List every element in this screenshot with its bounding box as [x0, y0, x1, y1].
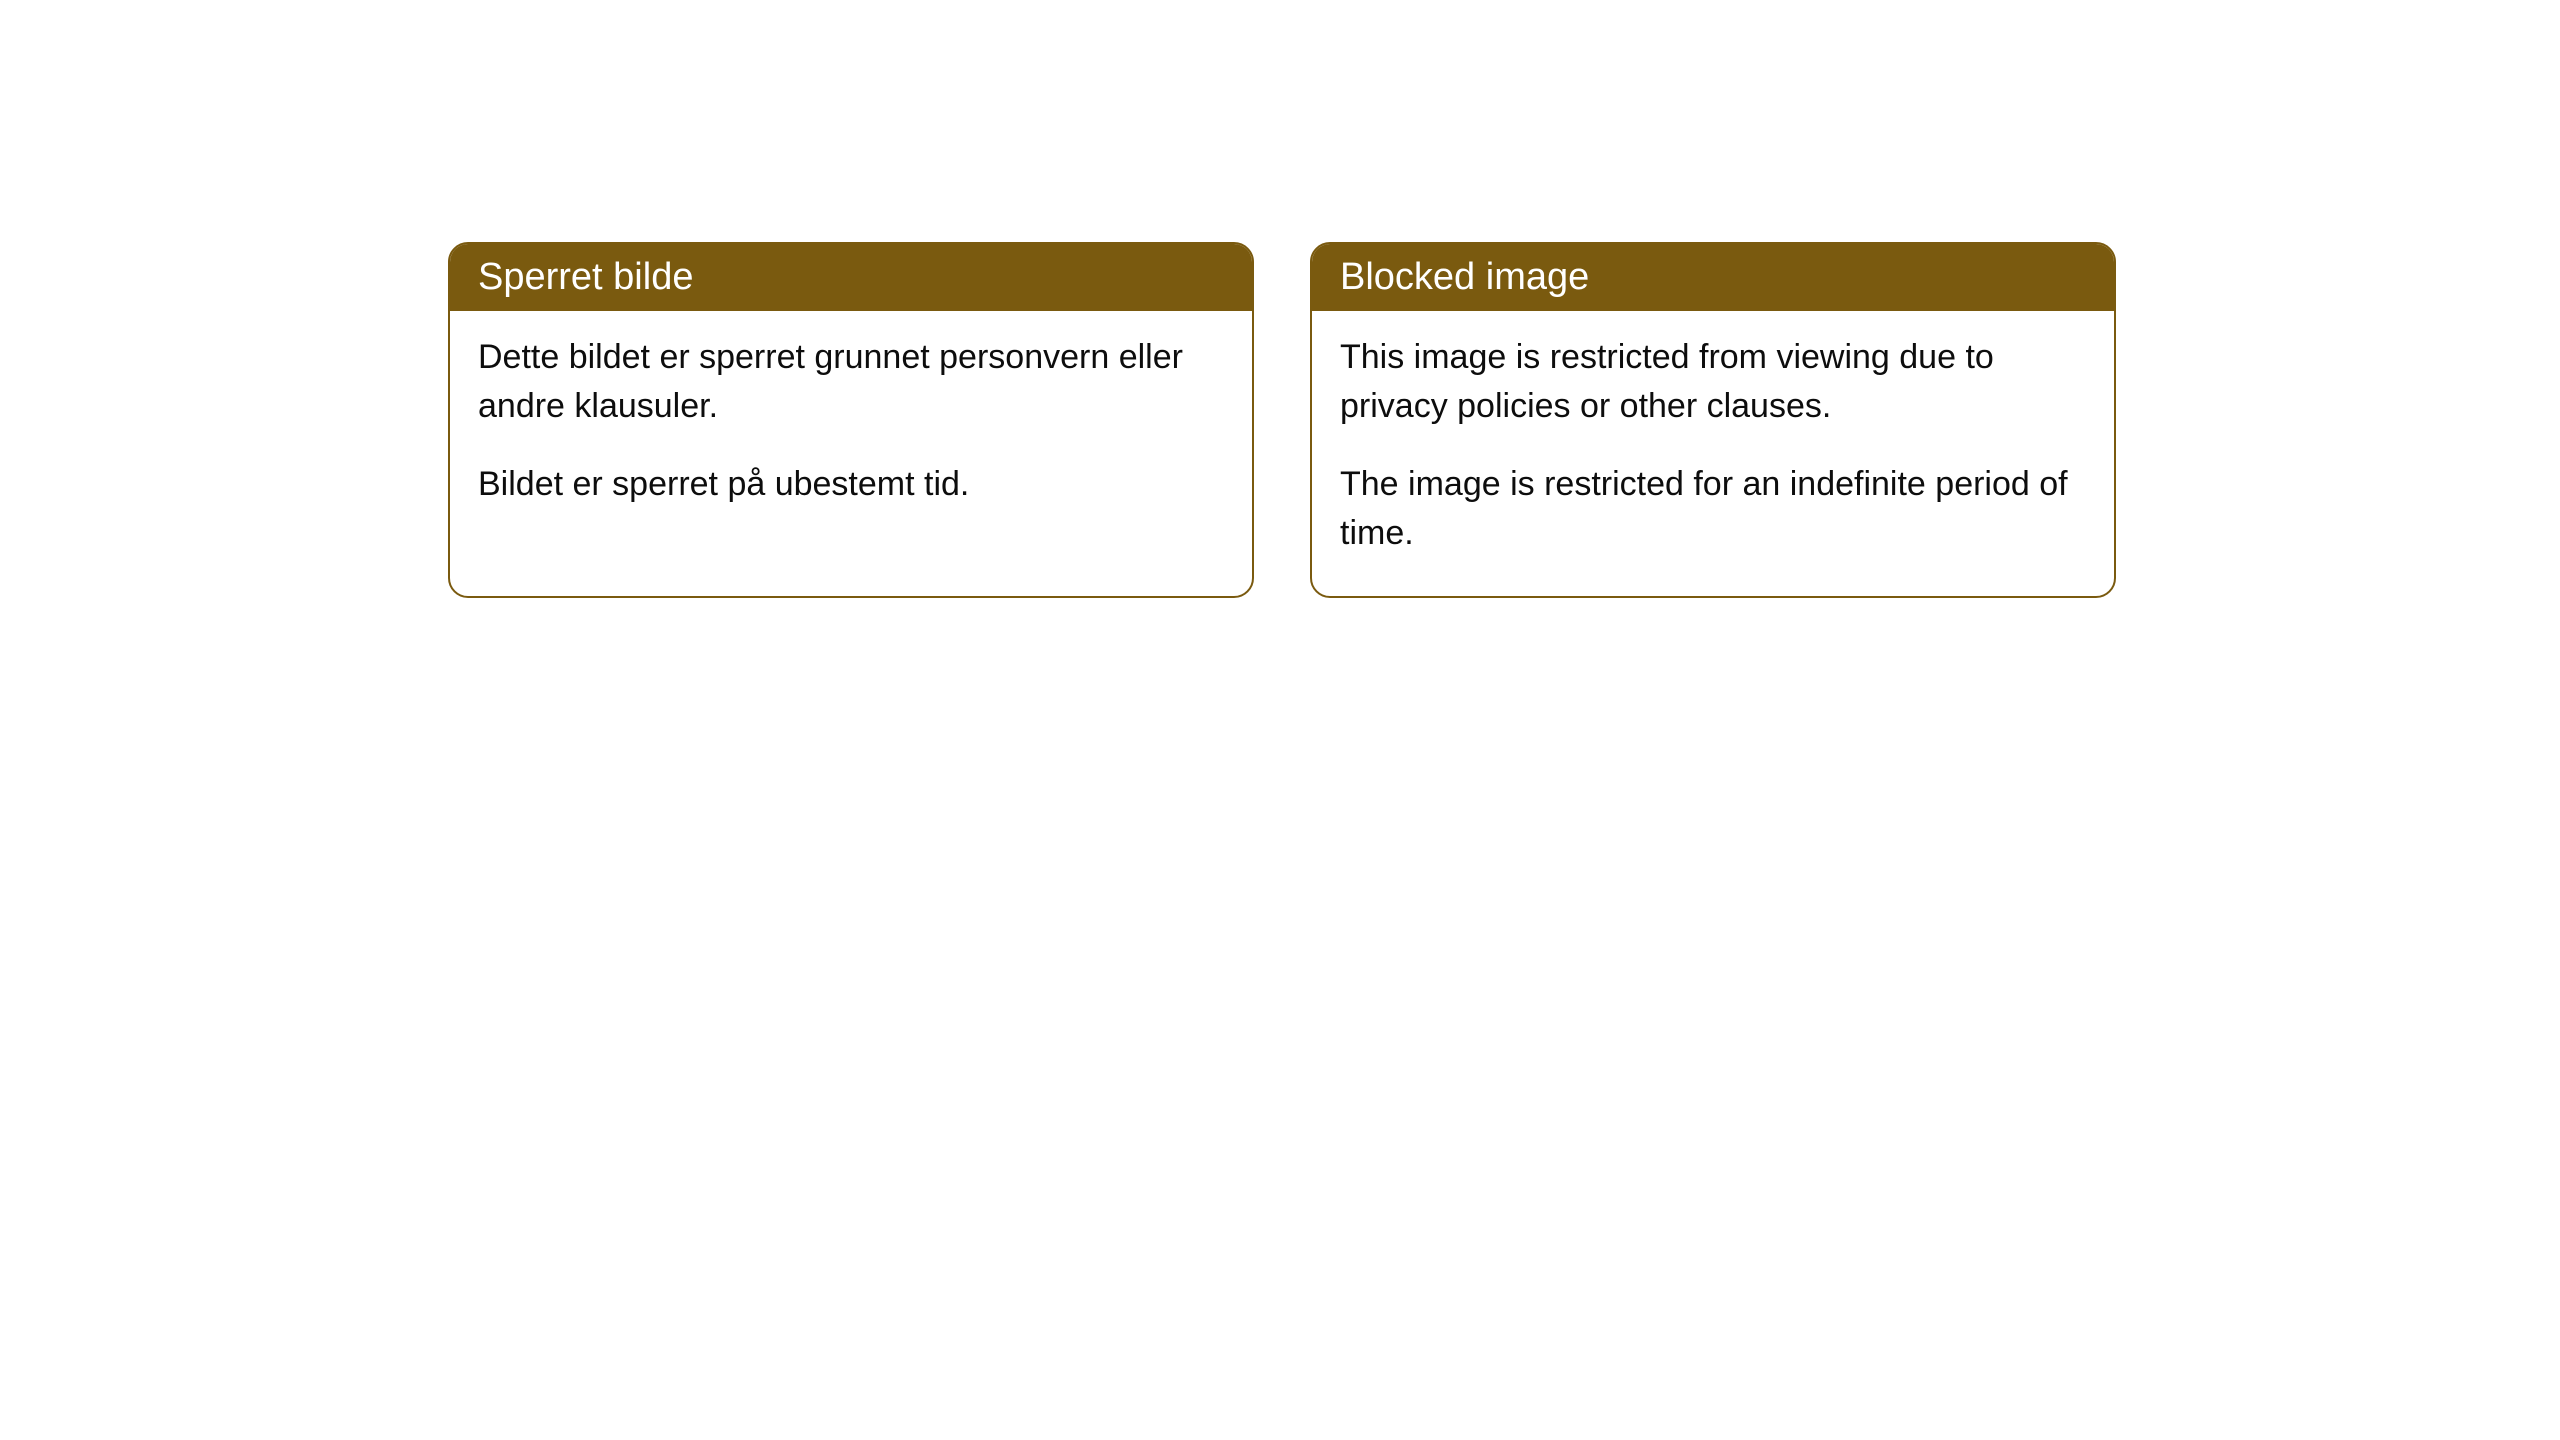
notice-body: This image is restricted from viewing du…	[1312, 311, 2114, 596]
notice-title: Sperret bilde	[478, 256, 693, 298]
notice-card-norwegian: Sperret bilde Dette bildet er sperret gr…	[448, 242, 1254, 598]
notice-paragraph-1: This image is restricted from viewing du…	[1340, 333, 2086, 432]
notice-paragraph-2: Bildet er sperret på ubestemt tid.	[478, 460, 1224, 509]
notice-card-english: Blocked image This image is restricted f…	[1310, 242, 2116, 598]
notice-body: Dette bildet er sperret grunnet personve…	[450, 311, 1252, 547]
notice-header: Blocked image	[1312, 244, 2114, 311]
notice-paragraph-2: The image is restricted for an indefinit…	[1340, 460, 2086, 559]
notice-header: Sperret bilde	[450, 244, 1252, 311]
notice-paragraph-1: Dette bildet er sperret grunnet personve…	[478, 333, 1224, 432]
notice-container: Sperret bilde Dette bildet er sperret gr…	[0, 0, 2560, 598]
notice-title: Blocked image	[1340, 256, 1589, 298]
